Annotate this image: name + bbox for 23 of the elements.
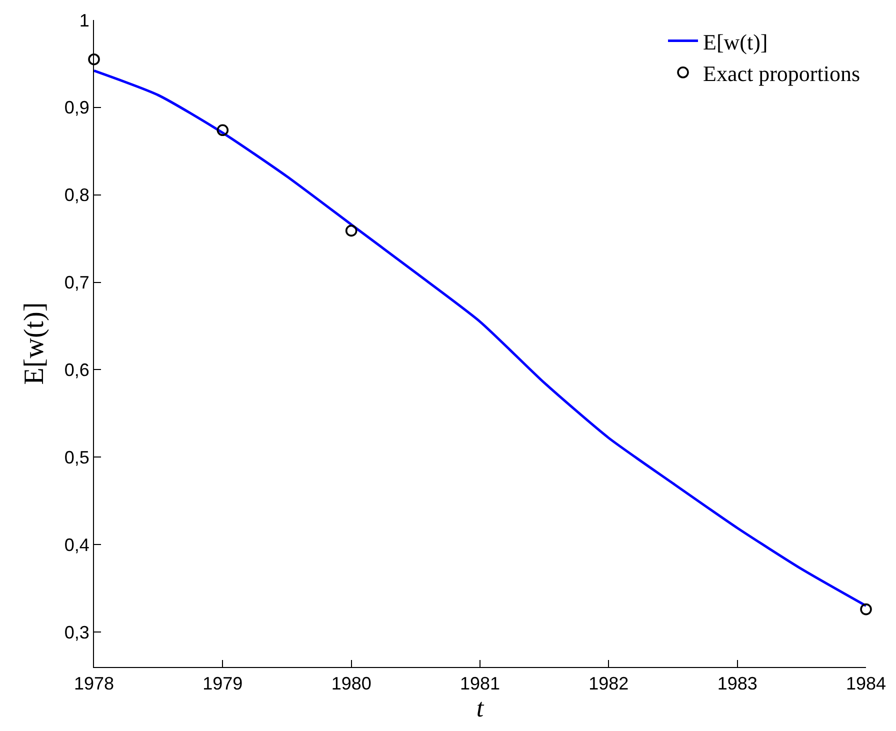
point: [88, 53, 100, 66]
point: [216, 124, 229, 136]
point: [345, 224, 358, 237]
y-tick-label: 0,9: [64, 98, 90, 118]
y-tick-label: 1: [79, 10, 90, 30]
y-tick-label: 0,6: [64, 360, 90, 380]
y-tick-label: 0,7: [64, 272, 90, 293]
x-tick-label: 1983: [717, 674, 758, 694]
x-tick-label: 1979: [202, 674, 243, 694]
legend-label: Exact proportions: [703, 60, 860, 86]
y-tick-label: 0,8: [64, 185, 90, 206]
x-tick-label: 1984: [846, 674, 886, 694]
x-tick-label: 1980: [331, 674, 372, 694]
x-axis-title: t: [476, 694, 484, 723]
y-axis-title: E[w(t)]: [19, 302, 50, 385]
y-tick-label: 0,4: [64, 534, 90, 555]
x-tick-label: 1981: [460, 674, 500, 694]
y-tick-label: 0,3: [64, 622, 90, 642]
legend-label: E[w(t)]: [703, 29, 768, 54]
x-tick-label: 1978: [74, 674, 114, 694]
point: [860, 603, 872, 616]
x-tick-label: 1982: [588, 674, 629, 694]
y-tick-label: 0,5: [64, 447, 90, 468]
